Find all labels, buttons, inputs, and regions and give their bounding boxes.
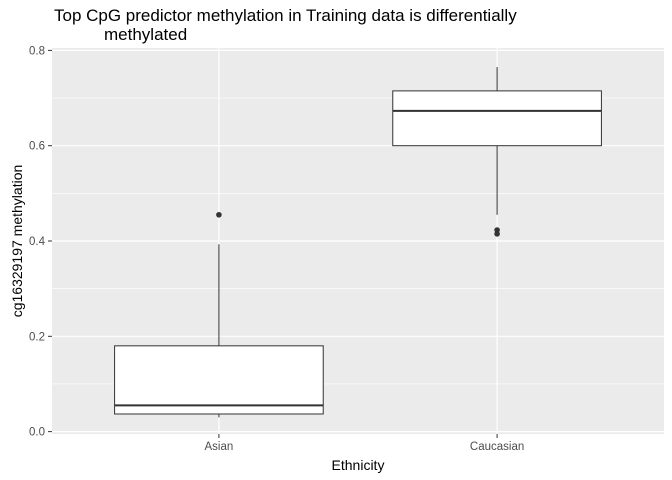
y-axis: 0.0 0.2 0.4 0.6 0.8 <box>29 45 52 439</box>
x-tick-label: Caucasian <box>470 441 524 453</box>
outlier-point <box>494 231 500 237</box>
chart-title-line-1: Top CpG predictor methylation in Trainin… <box>54 6 517 25</box>
box-caucasian <box>392 67 602 237</box>
boxes <box>114 67 602 418</box>
x-tick-label: Asian <box>205 441 234 453</box>
box-asian <box>114 211 324 418</box>
x-axis-title: Ethnicity <box>332 457 385 473</box>
y-tick-label: 0.2 <box>29 331 45 343</box>
x-axis: Asian Caucasian <box>205 434 524 453</box>
y-tick-label: 0.4 <box>29 236 46 248</box>
y-tick-label: 0.8 <box>29 45 45 57</box>
iqr-box <box>392 90 602 147</box>
y-axis-title: cg16329197 methylation <box>9 165 25 318</box>
outlier-point <box>216 211 222 218</box>
y-tick-label: 0.6 <box>29 141 45 153</box>
chart-title-line-2: methylated <box>104 25 188 44</box>
y-tick-label: 0.0 <box>29 427 45 439</box>
iqr-box <box>114 345 324 415</box>
